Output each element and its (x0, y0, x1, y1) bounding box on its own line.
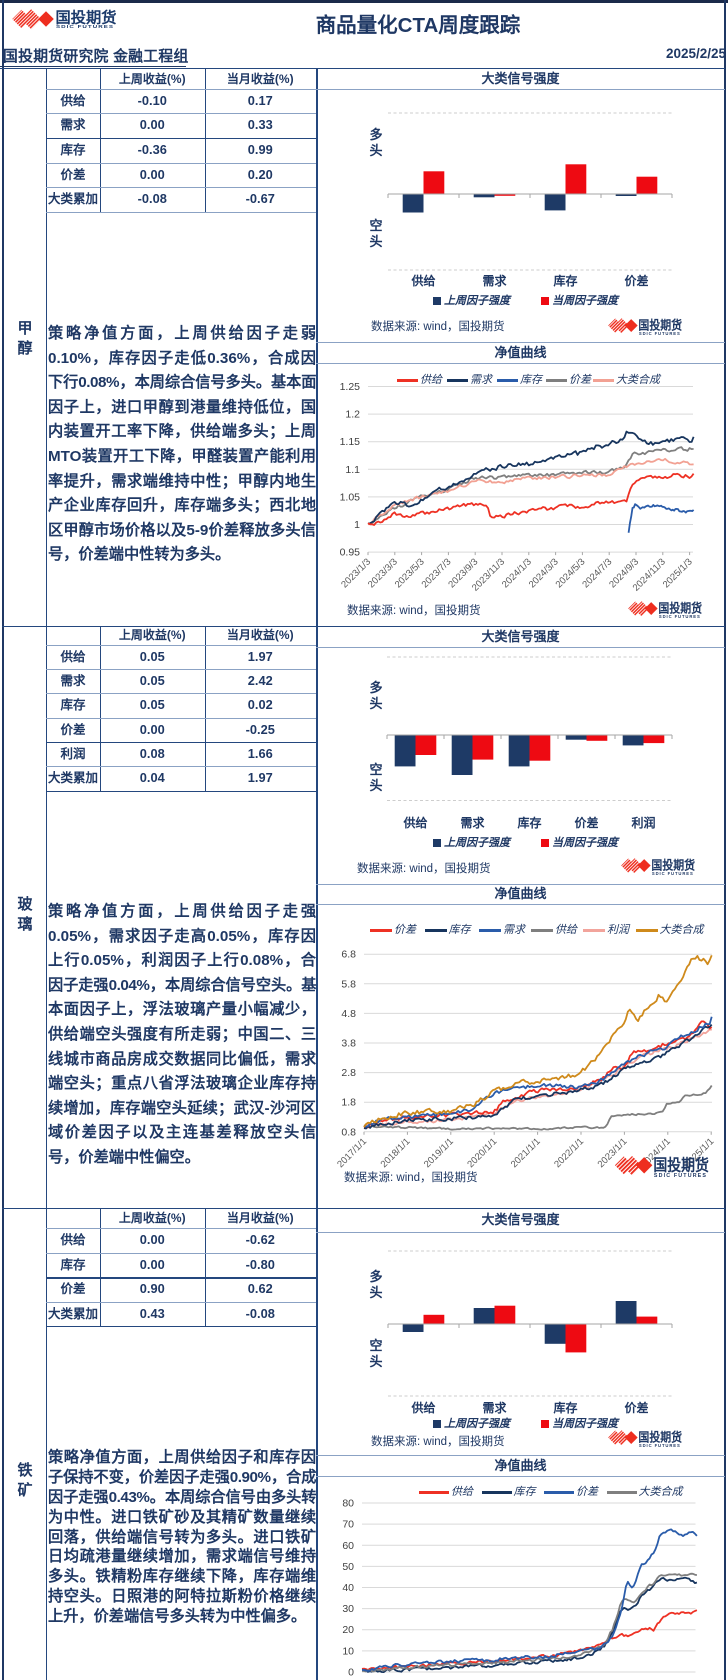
svg-text:80: 80 (342, 1498, 354, 1510)
svg-text:国投期货: 国投期货 (651, 858, 695, 873)
svg-text:SDIC FUTURES: SDIC FUTURES (639, 331, 681, 336)
svg-text:1: 1 (354, 519, 360, 531)
svg-text:0.8: 0.8 (341, 1126, 356, 1138)
svg-text:6.8: 6.8 (341, 949, 356, 961)
svg-text:2019/1/1: 2019/1/1 (422, 1136, 456, 1170)
svg-text:2017/1/1: 2017/1/1 (335, 1136, 369, 1170)
svg-text:2020/1/1: 2020/1/1 (465, 1136, 499, 1170)
svg-text:SDIC FUTURES: SDIC FUTURES (652, 871, 694, 876)
svg-text:1.15: 1.15 (340, 436, 361, 448)
svg-text:国投期货: 国投期货 (658, 601, 702, 616)
svg-text:60: 60 (342, 1540, 354, 1552)
svg-text:2025/1/3: 2025/1/3 (661, 556, 695, 590)
svg-text:50: 50 (342, 1561, 354, 1573)
svg-text:1.1: 1.1 (345, 464, 360, 476)
svg-text:国投期货: 国投期货 (56, 8, 117, 26)
svg-text:3.8: 3.8 (341, 1038, 356, 1050)
svg-text:10: 10 (342, 1645, 354, 1657)
svg-text:国投期货: 国投期货 (653, 1155, 709, 1174)
svg-text:4.8: 4.8 (341, 1008, 356, 1020)
svg-text:SDIC FUTURES: SDIC FUTURES (654, 1173, 707, 1179)
svg-text:2021/1/1: 2021/1/1 (509, 1136, 543, 1170)
svg-text:0.95: 0.95 (340, 547, 361, 559)
svg-text:5.8: 5.8 (341, 978, 356, 990)
svg-text:0: 0 (348, 1667, 354, 1679)
svg-text:2022/1/1: 2022/1/1 (552, 1136, 586, 1170)
svg-text:2.8: 2.8 (341, 1067, 356, 1079)
svg-text:1.05: 1.05 (340, 491, 361, 503)
svg-text:70: 70 (342, 1519, 354, 1531)
svg-text:1.8: 1.8 (341, 1097, 356, 1109)
svg-text:1.2: 1.2 (345, 409, 360, 421)
svg-text:20: 20 (342, 1624, 354, 1636)
svg-text:国投期货: 国投期货 (638, 1430, 682, 1445)
svg-text:40: 40 (342, 1582, 354, 1594)
svg-text:SDIC FUTURES: SDIC FUTURES (659, 614, 701, 619)
svg-text:国投期货: 国投期货 (638, 318, 682, 333)
svg-text:SDIC FUTURES: SDIC FUTURES (56, 24, 114, 30)
svg-text:SDIC FUTURES: SDIC FUTURES (639, 1443, 681, 1448)
svg-text:30: 30 (342, 1603, 354, 1615)
svg-text:2018/1/1: 2018/1/1 (379, 1136, 413, 1170)
svg-text:1.25: 1.25 (340, 381, 361, 393)
